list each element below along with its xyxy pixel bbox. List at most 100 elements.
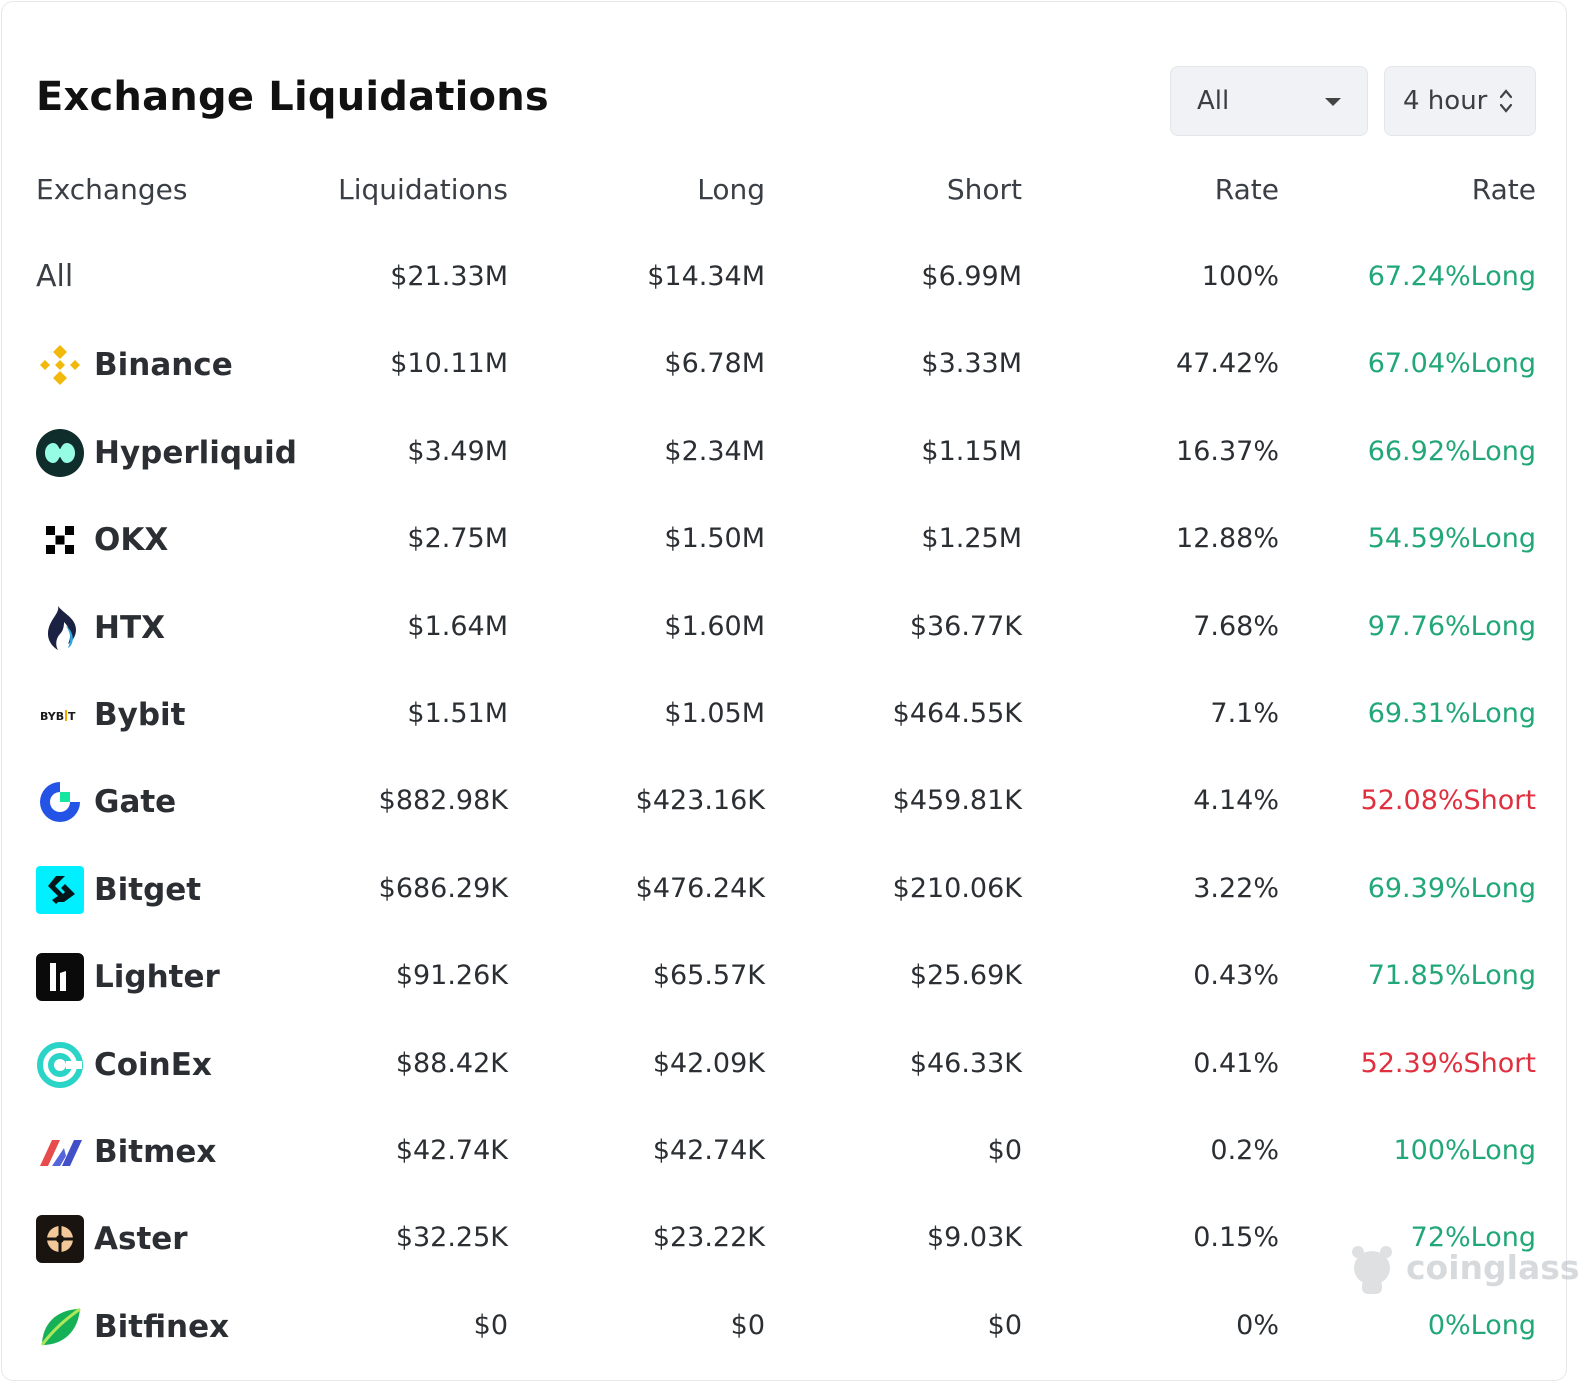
short-value: $46.33K (909, 1047, 1022, 1079)
table-row[interactable]: Bitmex $42.74K $42.74K $0 0.2% 100%Long (36, 1121, 1536, 1181)
table-row[interactable]: Aster $32.25K $23.22K $9.03K 0.15% 72%Long (36, 1208, 1536, 1268)
bitfinex-logo-icon (36, 1303, 84, 1351)
table-row[interactable]: Bitfinex $0 $0 $0 0% 0%Long (36, 1296, 1536, 1356)
rate-value: 0.15% (1193, 1222, 1279, 1254)
short-value: $36.77K (909, 610, 1022, 642)
exchange-name[interactable]: CoinEx (94, 1046, 212, 1083)
rate-value: 0.2% (1210, 1135, 1279, 1166)
column-header-exchanges[interactable]: Exchanges (36, 173, 188, 206)
long-value: $65.57K (652, 960, 765, 992)
rate-value: 7.68% (1193, 610, 1279, 642)
exchange-name[interactable]: Lighter (94, 959, 220, 996)
long-value: $423.16K (635, 785, 765, 817)
rate-value: 3.22% (1193, 872, 1279, 904)
exchange-name[interactable]: Bitget (94, 871, 202, 908)
table-row[interactable]: CoinEx $88.42K $42.09K $46.33K 0.41% 52.39%Sh… (36, 1034, 1536, 1094)
short-value: $210.06K (892, 872, 1022, 904)
short-value: $0 (987, 1309, 1022, 1341)
lighter-logo-icon (36, 953, 84, 1002)
long-short-rate-value: 69.39%Long (1367, 872, 1536, 904)
rate-value: 0% (1236, 1309, 1279, 1341)
rate-value: 7.1% (1210, 698, 1279, 729)
watermark-text: coinglass (1406, 1248, 1578, 1287)
liquidations-value: $686.29K (378, 872, 508, 904)
exchange-name: All (36, 259, 74, 294)
liquidations-value: $91.26K (395, 960, 508, 992)
table-row[interactable]: OKX $2.75M $1.50M $1.25M 12.88% 54.59%Long (36, 509, 1536, 569)
exchange-cell: All (36, 247, 73, 307)
liquidations-value: $0 (473, 1309, 508, 1341)
column-header-liquidations[interactable]: Liquidations (338, 173, 508, 206)
chevron-down-icon (1325, 98, 1341, 106)
bybit-logo-icon: BYB T (36, 691, 84, 739)
rate-value: 12.88% (1176, 523, 1279, 555)
short-value: $1.15M (921, 435, 1022, 467)
exchange-name[interactable]: Bitmex (94, 1134, 217, 1170)
long-short-rate-value: 66.92%Long (1367, 435, 1536, 467)
exchange-name[interactable]: Hyperliquid (94, 434, 297, 471)
binance-logo-icon (36, 341, 84, 389)
timeframe-select[interactable]: 4 hour (1384, 66, 1536, 136)
gate-logo-icon (36, 778, 84, 826)
exchange-name[interactable]: Aster (94, 1221, 188, 1258)
hyperliquid-logo-icon (36, 428, 84, 477)
table-header: Exchanges Liquidations Long Short Rate R… (36, 160, 1536, 220)
liquidations-value: $32.25K (395, 1222, 508, 1254)
table-row[interactable]: Lighter $91.26K $65.57K $25.69K 0.43% 71.85%L… (36, 946, 1536, 1006)
table-row[interactable]: Hyperliquid $3.49M $2.34M $1.15M 16.37% 66.92… (36, 422, 1536, 482)
liquidations-value: $21.33M (390, 261, 508, 292)
long-short-rate-value: 100%Long (1393, 1135, 1536, 1166)
page-title: Exchange Liquidations (36, 74, 549, 120)
table-row[interactable]: Binance $10.11M $6.78M $3.33M 47.42% 67.04%Lo… (36, 334, 1536, 394)
liquidations-value: $2.75M (407, 523, 508, 555)
column-header-long-short-rate[interactable]: Rate (1471, 173, 1536, 206)
rate-value: 0.43% (1193, 960, 1279, 992)
long-short-rate-value: 67.04%Long (1367, 348, 1536, 380)
liquidations-value: $42.74K (395, 1135, 508, 1166)
column-header-rate[interactable]: Rate (1214, 173, 1279, 206)
bitget-logo-icon (36, 865, 84, 914)
long-value: $2.34M (664, 435, 765, 467)
exchange-filter-value: All (1197, 86, 1230, 116)
coinglass-logo-icon (1352, 1246, 1392, 1294)
long-short-rate-value: 52.08%Short (1360, 785, 1536, 817)
short-value: $6.99M (921, 261, 1022, 292)
exchange-name[interactable]: OKX (94, 522, 169, 559)
rate-value: 47.42% (1176, 348, 1279, 380)
rate-value: 100% (1201, 261, 1279, 292)
exchange-name[interactable]: Gate (94, 784, 177, 821)
column-header-long[interactable]: Long (697, 173, 765, 206)
coinex-logo-icon (36, 1041, 84, 1089)
exchange-name[interactable]: HTX (94, 609, 165, 646)
short-value: $25.69K (909, 960, 1022, 992)
table-row[interactable]: Gate $882.98K $423.16K $459.81K 4.14% 52.08%S… (36, 771, 1536, 831)
liquidations-value: $3.49M (407, 435, 508, 467)
liquidations-value: $10.11M (390, 348, 508, 380)
long-value: $1.05M (664, 698, 765, 729)
long-value: $42.74K (652, 1135, 765, 1166)
long-short-rate-value: 72%Long (1410, 1222, 1536, 1254)
long-short-rate-value: 97.76%Long (1367, 610, 1536, 642)
long-value: $0 (730, 1309, 765, 1341)
exchange-name[interactable]: Bitfinex (94, 1308, 230, 1345)
coinglass-watermark: coinglass (1348, 1242, 1578, 1298)
long-value: $476.24K (635, 872, 765, 904)
long-short-rate-value: 52.39%Short (1360, 1047, 1536, 1079)
table-row[interactable]: HTX $1.64M $1.60M $36.77K 7.68% 97.76%Long (36, 597, 1536, 657)
short-value: $464.55K (892, 698, 1022, 729)
long-short-rate-value: 71.85%Long (1367, 960, 1536, 992)
exchange-name[interactable]: Bybit (94, 697, 186, 733)
exchange-name[interactable]: Binance (94, 347, 233, 384)
liquidations-value: $1.64M (407, 610, 508, 642)
exchange-filter-select[interactable]: All (1170, 66, 1368, 136)
table-row[interactable]: BYB T Bybit $1.51M $1.05M $464.55K 7.1% 69.31%L… (36, 684, 1536, 744)
short-value: $459.81K (892, 785, 1022, 817)
table-row[interactable]: All $21.33M $14.34M $6.99M 100% 67.24%Long (36, 247, 1536, 307)
long-value: $1.60M (664, 610, 765, 642)
table-row[interactable]: Bitget $686.29K $476.24K $210.06K 3.22% 69.39… (36, 859, 1536, 919)
short-value: $1.25M (921, 523, 1022, 555)
long-value: $14.34M (647, 261, 765, 292)
rate-value: 4.14% (1193, 785, 1279, 817)
column-header-short[interactable]: Short (946, 173, 1022, 206)
